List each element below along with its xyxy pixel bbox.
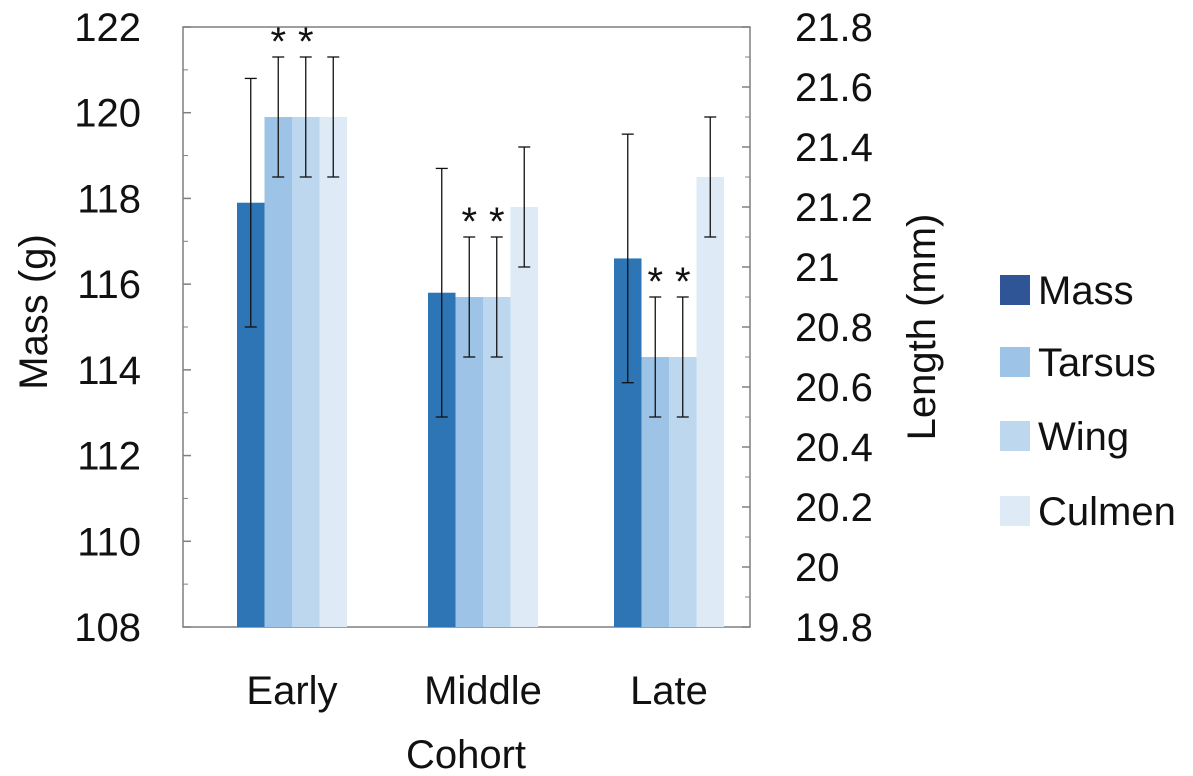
y2-tick-label: 21.8 — [795, 6, 873, 50]
category-label-middle: Middle — [424, 669, 542, 713]
right-axis: 19.8 20 20.2 20.4 20.6 20.8 21 21.2 21.4 21.6 21.8 — [742, 6, 873, 650]
y2-tick-label: 21.6 — [795, 66, 873, 110]
y-tick-label: 110 — [77, 520, 141, 564]
y2-tick-label: 20.2 — [795, 486, 873, 530]
y2-tick-label: 21.2 — [795, 186, 873, 230]
legend-swatch-culmen — [1000, 496, 1030, 526]
legend-label-mass: Mass — [1038, 269, 1134, 313]
y2-tick-label: 20.4 — [795, 426, 873, 470]
y-tick-label: 112 — [77, 435, 141, 479]
y-tick-label: 114 — [77, 349, 141, 393]
y-tick-label: 122 — [74, 6, 141, 50]
bar-tarsus-early — [264, 117, 292, 627]
bar-culmen-middle — [510, 207, 538, 627]
left-axis: 108 110 112 114 116 118 120 122 — [74, 6, 191, 650]
significance-star: * — [461, 200, 477, 244]
legend: Mass Tarsus Wing Culmen — [1000, 269, 1176, 534]
y2-axis-title: Length (mm) — [900, 214, 944, 441]
legend-swatch-wing — [1000, 421, 1030, 451]
y2-tick-label: 21 — [795, 246, 840, 290]
x-axis-title: Cohort — [406, 733, 526, 776]
bar-wing-early — [292, 117, 320, 627]
significance-star: * — [270, 20, 286, 64]
category-label-late: Late — [630, 669, 708, 713]
legend-swatch-mass — [1000, 275, 1030, 305]
bar-culmen-early — [319, 117, 347, 627]
y2-tick-label: 20.8 — [795, 306, 873, 350]
y-tick-label: 116 — [77, 263, 141, 307]
y2-tick-label: 21.4 — [795, 126, 873, 170]
y-tick-label: 108 — [74, 606, 141, 650]
legend-swatch-tarsus — [1000, 347, 1030, 377]
legend-label-culmen: Culmen — [1038, 490, 1176, 534]
significance-star: * — [298, 20, 314, 64]
y-axis-title: Mass (g) — [12, 234, 56, 390]
bars — [237, 117, 724, 627]
legend-label-tarsus: Tarsus — [1038, 341, 1156, 385]
error-bars — [244, 56, 717, 418]
significance-star: * — [489, 200, 505, 244]
legend-label-wing: Wing — [1038, 415, 1129, 459]
category-label-early: Early — [246, 669, 337, 713]
significance-star: * — [647, 260, 663, 304]
significance-markers: * * * * * * — [270, 20, 690, 304]
bar-culmen-late — [696, 177, 724, 627]
category-labels: Early Middle Late — [246, 669, 708, 713]
y2-tick-label: 20.6 — [795, 366, 873, 410]
y-tick-label: 120 — [74, 92, 141, 136]
y2-tick-label: 19.8 — [795, 606, 873, 650]
y-tick-label: 118 — [77, 177, 141, 221]
y2-tick-label: 20 — [795, 546, 840, 590]
significance-star: * — [675, 260, 691, 304]
